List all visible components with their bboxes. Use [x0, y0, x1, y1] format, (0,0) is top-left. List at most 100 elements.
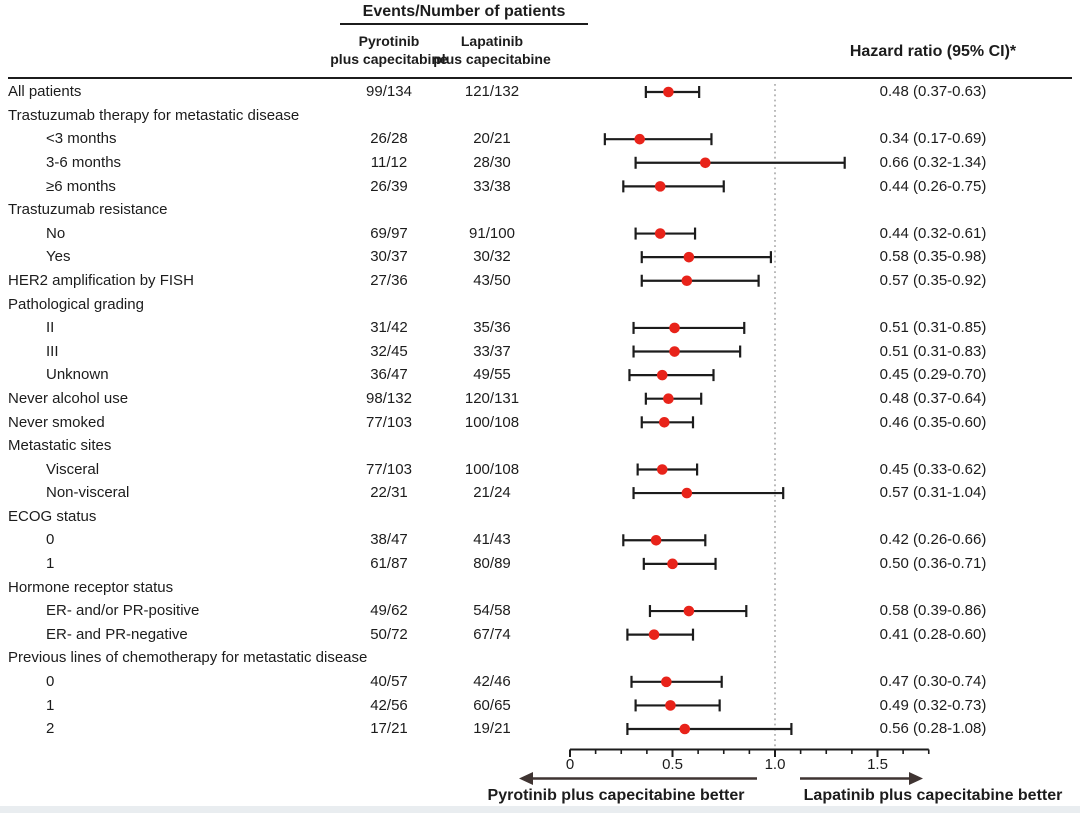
events-pyrotinib: 22/31: [370, 484, 408, 502]
events-pyrotinib: 98/132: [366, 389, 412, 407]
pyrotinib-column-header-line1: Pyrotinib: [358, 33, 420, 49]
table-row: Pathological grading: [0, 293, 1080, 317]
table-row: III 32/45 33/37 0.51 (0.31-0.83): [0, 340, 1080, 364]
right-better-label: Lapatinib plus capecitabine better: [803, 787, 1063, 804]
events-header-underline: [340, 23, 588, 25]
subgroup-label: ER- and PR-negative: [46, 625, 188, 643]
subgroup-label: 2: [46, 720, 55, 738]
events-lapatinib: 28/30: [473, 153, 511, 171]
table-row: Trastuzumab resistance: [0, 198, 1080, 222]
events-lapatinib: 33/37: [473, 342, 511, 360]
events-pyrotinib: 49/62: [370, 602, 408, 620]
events-pyrotinib: 17/21: [370, 720, 408, 738]
events-pyrotinib: 99/134: [366, 83, 412, 101]
hazard-ratio-text: 0.41 (0.28-0.60): [879, 625, 987, 643]
subgroup-label: 0: [46, 531, 55, 549]
table-row: 1 61/87 80/89 0.50 (0.36-0.71): [0, 552, 1080, 576]
events-lapatinib: 20/21: [473, 130, 511, 148]
events-pyrotinib: 50/72: [370, 625, 408, 643]
events-pyrotinib: 32/45: [370, 342, 408, 360]
events-pyrotinib: 69/97: [370, 224, 408, 242]
subgroup-label: ER- and/or PR-positive: [46, 602, 200, 620]
table-row: 1 42/56 60/65 0.49 (0.32-0.73): [0, 694, 1080, 718]
events-lapatinib: 49/55: [473, 366, 511, 384]
table-row: ER- and/or PR-positive 49/62 54/58 0.58 (0.…: [0, 599, 1080, 623]
subgroup-heading: Hormone receptor status: [8, 578, 174, 596]
subgroup-label: 3-6 months: [46, 153, 122, 171]
events-pyrotinib: 77/103: [366, 413, 412, 431]
events-pyrotinib: 26/39: [370, 177, 408, 195]
events-pyrotinib: 27/36: [370, 271, 408, 289]
table-row: 3-6 months 11/12 28/30 0.66 (0.32-1.34): [0, 151, 1080, 175]
hazard-ratio-text: 0.47 (0.30-0.74): [879, 673, 987, 691]
lapatinib-column-header-line1: Lapatinib: [460, 33, 524, 49]
events-lapatinib: 30/32: [473, 248, 511, 266]
events-pyrotinib: 38/47: [370, 531, 408, 549]
events-pyrotinib: 61/87: [370, 555, 408, 573]
hazard-ratio-text: 0.51 (0.31-0.83): [879, 342, 987, 360]
table-row: All patients 99/134 121/132 0.48 (0.37-0.63…: [0, 80, 1080, 104]
events-lapatinib: 42/46: [473, 673, 511, 691]
subgroup-label: Visceral: [46, 460, 100, 478]
hazard-ratio-text: 0.46 (0.35-0.60): [879, 413, 987, 431]
subgroup-label: ≥6 months: [46, 177, 116, 195]
hazard-ratio-text: 0.56 (0.28-1.08): [879, 720, 987, 738]
table-row: 0 40/57 42/46 0.47 (0.30-0.74): [0, 670, 1080, 694]
hazard-ratio-text: 0.34 (0.17-0.69): [879, 130, 987, 148]
subgroup-label: Non-visceral: [46, 484, 130, 502]
table-row: Trastuzumab therapy for metastatic disea…: [0, 104, 1080, 128]
events-lapatinib: 100/108: [464, 413, 520, 431]
events-pyrotinib: 30/37: [370, 248, 408, 266]
subgroup-label: III: [46, 342, 59, 360]
header-rule: [8, 77, 1072, 79]
hazard-ratio-text: 0.44 (0.32-0.61): [879, 224, 987, 242]
table-row: Hormone receptor status: [0, 576, 1080, 600]
hazard-ratio-text: 0.48 (0.37-0.64): [879, 389, 987, 407]
hazard-ratio-text: 0.49 (0.32-0.73): [879, 696, 987, 714]
hazard-ratio-text: 0.42 (0.26-0.66): [879, 531, 987, 549]
subgroup-label: <3 months: [46, 130, 117, 148]
table-row: Never smoked 77/103 100/108 0.46 (0.35-0.60…: [0, 411, 1080, 435]
lapatinib-column-header-line2: plus capecitabine: [433, 51, 551, 67]
hazard-ratio-text: 0.57 (0.31-1.04): [879, 484, 987, 502]
events-lapatinib: 21/24: [473, 484, 511, 502]
left-better-label: Pyrotinib plus capecitabine better: [487, 787, 745, 804]
subgroup-label: Unknown: [46, 366, 109, 384]
subgroup-heading: Metastatic sites: [8, 437, 112, 455]
subgroup-heading: ECOG status: [8, 507, 97, 525]
subgroup-heading: Trastuzumab resistance: [8, 201, 168, 219]
subgroup-heading: Pathological grading: [8, 295, 144, 313]
events-lapatinib: 120/131: [464, 389, 520, 407]
subgroup-label: Never smoked: [8, 413, 105, 431]
table-row: Unknown 36/47 49/55 0.45 (0.29-0.70): [0, 363, 1080, 387]
events-lapatinib: 67/74: [473, 625, 511, 643]
subgroup-label: 1: [46, 555, 55, 573]
events-pyrotinib: 26/28: [370, 130, 408, 148]
hazard-ratio-text: 0.50 (0.36-0.71): [879, 555, 987, 573]
table-row: HER2 amplification by FISH 27/36 43/50 0.57…: [0, 269, 1080, 293]
events-lapatinib: 19/21: [473, 720, 511, 738]
subgroup-label: 0: [46, 673, 55, 691]
events-pyrotinib: 42/56: [370, 696, 408, 714]
events-pyrotinib: 31/42: [370, 319, 408, 337]
events-lapatinib: 91/100: [469, 224, 515, 242]
events-pyrotinib: 77/103: [366, 460, 412, 478]
hazard-ratio-text: 0.44 (0.26-0.75): [879, 177, 987, 195]
events-lapatinib: 100/108: [464, 460, 520, 478]
subgroup-label: Never alcohol use: [8, 389, 129, 407]
events-lapatinib: 35/36: [473, 319, 511, 337]
table-row: 2 17/21 19/21 0.56 (0.28-1.08): [0, 717, 1080, 741]
table-row: Previous lines of chemotherapy for metas…: [0, 646, 1080, 670]
hazard-ratio-text: 0.57 (0.35-0.92): [879, 271, 987, 289]
events-header: Events/Number of patients: [362, 3, 566, 20]
hazard-ratio-text: 0.51 (0.31-0.85): [879, 319, 987, 337]
subgroup-label: Yes: [46, 248, 71, 266]
table-row: ≥6 months 26/39 33/38 0.44 (0.26-0.75): [0, 175, 1080, 199]
events-lapatinib: 60/65: [473, 696, 511, 714]
hazard-ratio-text: 0.58 (0.39-0.86): [879, 602, 987, 620]
subgroup-label: HER2 amplification by FISH: [8, 271, 194, 289]
table-row: II 31/42 35/36 0.51 (0.31-0.85): [0, 316, 1080, 340]
events-lapatinib: 43/50: [473, 271, 511, 289]
